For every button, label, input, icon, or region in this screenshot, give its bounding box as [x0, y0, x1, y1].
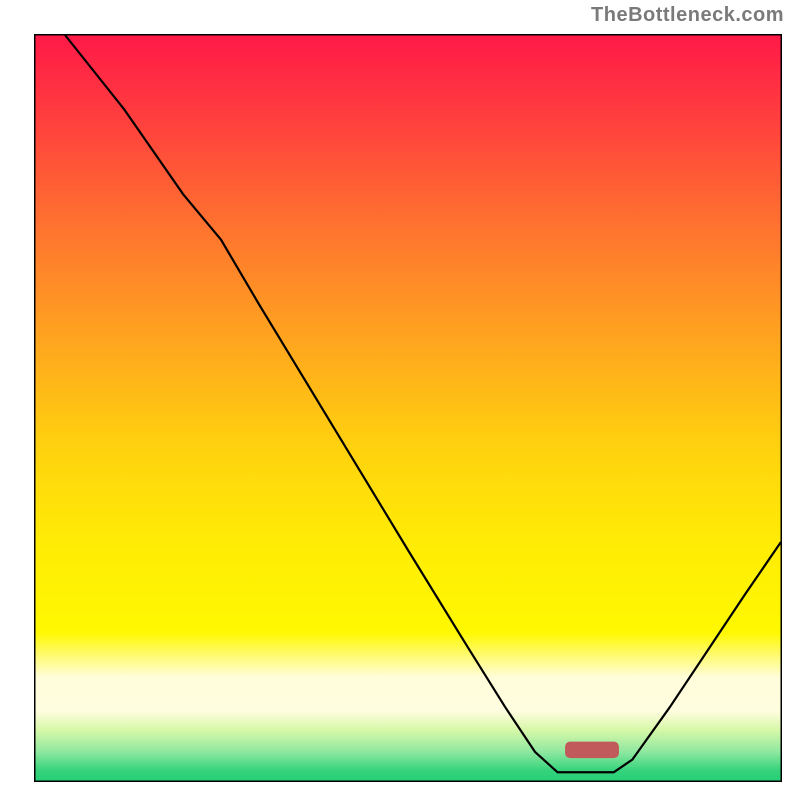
gradient-background	[34, 34, 782, 782]
plot-area	[34, 34, 782, 782]
watermark: TheBottleneck.com	[591, 4, 784, 27]
bottleneck-chart	[34, 34, 782, 782]
optimal-marker	[565, 742, 619, 758]
